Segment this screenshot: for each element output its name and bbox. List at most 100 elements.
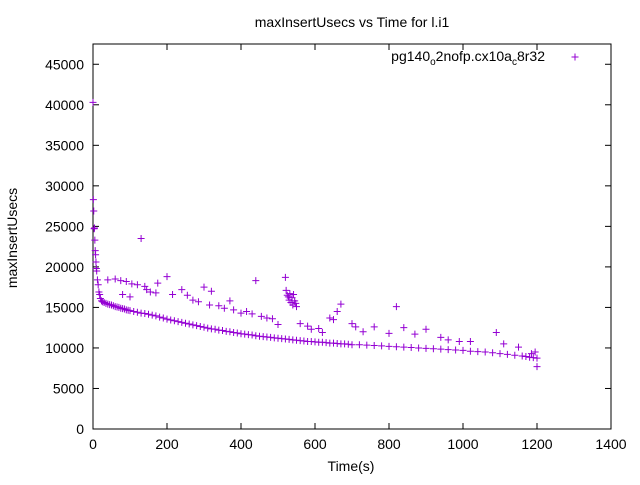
data-point xyxy=(133,308,141,316)
legend-label-subscript: o xyxy=(430,57,436,68)
data-point xyxy=(489,349,497,357)
data-point xyxy=(455,337,463,345)
data-point xyxy=(304,322,312,330)
y-tick-label: 10000 xyxy=(45,340,84,356)
data-point xyxy=(194,298,202,306)
y-tick-label: 20000 xyxy=(45,259,84,275)
legend-label-part: pg140 xyxy=(391,48,430,64)
axis-ticks: 0 200 400 600 800 1000 1200 1400 0 5000 10000 15000… xyxy=(45,44,627,452)
data-point xyxy=(531,348,539,356)
data-point xyxy=(137,235,145,243)
data-point xyxy=(474,348,482,356)
data-point xyxy=(152,312,160,320)
x-tick-label: 800 xyxy=(377,436,401,452)
data-point xyxy=(211,325,219,333)
data-point xyxy=(522,352,530,360)
data-point xyxy=(263,314,271,322)
data-point xyxy=(274,320,282,328)
data-point xyxy=(289,301,297,309)
data-point xyxy=(466,337,474,345)
data-point xyxy=(182,319,189,327)
data-point xyxy=(219,327,226,335)
data-point xyxy=(333,307,341,315)
data-point xyxy=(109,302,117,310)
data-point xyxy=(326,314,334,322)
data-point xyxy=(130,307,138,315)
data-point xyxy=(437,345,445,353)
data-point xyxy=(252,277,260,285)
data-point xyxy=(359,328,367,336)
data-point xyxy=(148,311,156,319)
data-point xyxy=(492,329,500,337)
data-point xyxy=(392,343,400,351)
data-point xyxy=(392,303,400,311)
data-point xyxy=(111,275,119,283)
data-point xyxy=(122,277,130,285)
data-point xyxy=(237,309,245,317)
y-tick-label: 0 xyxy=(76,421,84,437)
data-point xyxy=(248,331,256,339)
data-point xyxy=(90,224,98,232)
data-point xyxy=(220,304,228,312)
y-tick-label: 40000 xyxy=(45,97,84,113)
x-tick-label: 1000 xyxy=(447,436,478,452)
data-point xyxy=(146,288,154,296)
data-point xyxy=(178,286,186,294)
plot-frame xyxy=(92,43,612,430)
data-point xyxy=(193,322,201,330)
data-point xyxy=(400,324,408,332)
x-tick-label: 600 xyxy=(303,436,327,452)
data-point xyxy=(200,283,208,291)
data-point xyxy=(93,276,101,284)
data-point xyxy=(207,287,215,295)
data-point xyxy=(378,342,386,350)
data-point xyxy=(352,323,360,331)
data-point xyxy=(286,290,294,298)
data-point xyxy=(189,296,197,304)
data-point xyxy=(437,333,445,341)
data-point xyxy=(363,341,371,349)
data-point xyxy=(145,310,152,318)
data-point xyxy=(370,323,378,331)
data-point xyxy=(515,343,522,351)
data-point xyxy=(422,325,430,333)
data-point xyxy=(167,316,175,324)
data-point xyxy=(292,299,300,307)
data-point xyxy=(307,325,315,333)
data-point xyxy=(90,207,98,215)
data-point xyxy=(533,363,541,371)
data-point xyxy=(163,273,171,281)
y-tick-label: 25000 xyxy=(45,218,84,234)
data-point xyxy=(141,310,149,317)
data-point xyxy=(94,281,102,289)
y-tick-label: 35000 xyxy=(45,137,84,153)
data-point xyxy=(206,301,214,309)
x-tick-label: 1400 xyxy=(595,436,626,452)
data-point xyxy=(159,314,167,322)
data-point xyxy=(243,307,251,315)
x-tick-label: 200 xyxy=(155,436,179,452)
y-tick-label: 30000 xyxy=(45,178,84,194)
data-point xyxy=(154,279,162,287)
legend-label-part: 8r32 xyxy=(517,48,545,64)
data-point xyxy=(429,345,437,353)
data-point xyxy=(496,350,504,358)
data-point xyxy=(91,236,99,244)
data-point xyxy=(156,313,164,321)
data-point xyxy=(511,351,519,359)
data-point xyxy=(400,343,408,351)
data-point xyxy=(226,297,234,305)
data-point xyxy=(296,320,304,328)
data-point xyxy=(348,341,356,349)
chart-title: maxInsertUsecs vs Time for l.i1 xyxy=(255,14,450,30)
y-axis-label: maxInsertUsecs xyxy=(4,188,20,288)
data-point xyxy=(163,315,171,323)
data-point xyxy=(459,346,467,354)
data-point xyxy=(282,286,290,294)
data-point xyxy=(452,346,460,354)
legend-label-part: 2nofp.cx10a xyxy=(436,48,512,64)
data-point xyxy=(200,323,208,331)
data-point xyxy=(527,350,535,358)
data-point xyxy=(96,290,104,298)
